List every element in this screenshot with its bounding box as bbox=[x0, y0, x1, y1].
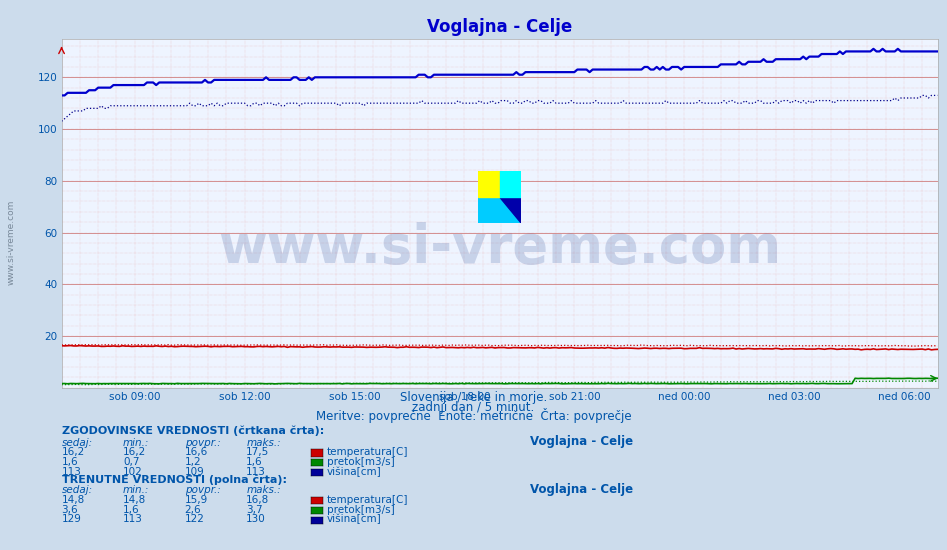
Text: 1,6: 1,6 bbox=[62, 456, 79, 467]
Text: 14,8: 14,8 bbox=[123, 494, 147, 505]
Text: 1,6: 1,6 bbox=[123, 504, 140, 515]
Text: temperatura[C]: temperatura[C] bbox=[327, 447, 408, 457]
Text: 3,6: 3,6 bbox=[62, 504, 79, 515]
Text: povpr.:: povpr.: bbox=[185, 485, 221, 496]
Text: 113: 113 bbox=[123, 514, 143, 525]
Text: 2,6: 2,6 bbox=[185, 504, 202, 515]
Text: 16,2: 16,2 bbox=[62, 447, 85, 457]
Text: 1,2: 1,2 bbox=[185, 456, 202, 467]
Text: višina[cm]: višina[cm] bbox=[327, 514, 382, 525]
Text: pretok[m3/s]: pretok[m3/s] bbox=[327, 504, 395, 515]
Text: zadnji dan / 5 minut.: zadnji dan / 5 minut. bbox=[412, 401, 535, 414]
Text: 16,2: 16,2 bbox=[123, 447, 147, 457]
Polygon shape bbox=[478, 170, 521, 223]
Text: 113: 113 bbox=[62, 466, 81, 477]
Text: 16,8: 16,8 bbox=[246, 494, 270, 505]
Text: temperatura[C]: temperatura[C] bbox=[327, 494, 408, 505]
Text: 122: 122 bbox=[185, 514, 205, 525]
Text: maks.:: maks.: bbox=[246, 485, 281, 496]
Text: www.si-vreme.com: www.si-vreme.com bbox=[7, 199, 16, 285]
Text: 3,7: 3,7 bbox=[246, 504, 263, 515]
Text: Meritve: povprečne  Enote: metrične  Črta: povprečje: Meritve: povprečne Enote: metrične Črta:… bbox=[315, 408, 632, 423]
Bar bbox=[500, 170, 521, 197]
Text: 113: 113 bbox=[246, 466, 266, 477]
Text: www.si-vreme.com: www.si-vreme.com bbox=[218, 222, 781, 274]
Text: 0,7: 0,7 bbox=[123, 456, 139, 467]
Text: 16,6: 16,6 bbox=[185, 447, 208, 457]
Text: sedaj:: sedaj: bbox=[62, 437, 93, 448]
Bar bbox=[478, 170, 500, 197]
Text: ZGODOVINSKE VREDNOSTI (črtkana črta):: ZGODOVINSKE VREDNOSTI (črtkana črta): bbox=[62, 426, 324, 437]
Text: sedaj:: sedaj: bbox=[62, 485, 93, 496]
Text: TRENUTNE VREDNOSTI (polna črta):: TRENUTNE VREDNOSTI (polna črta): bbox=[62, 475, 287, 485]
Text: Voglajna - Celje: Voglajna - Celje bbox=[530, 483, 634, 496]
Text: min.:: min.: bbox=[123, 437, 150, 448]
Text: 17,5: 17,5 bbox=[246, 447, 270, 457]
Text: 109: 109 bbox=[185, 466, 205, 477]
Text: 14,8: 14,8 bbox=[62, 494, 85, 505]
Title: Voglajna - Celje: Voglajna - Celje bbox=[427, 18, 572, 36]
Bar bbox=[500, 170, 521, 197]
Text: 102: 102 bbox=[123, 466, 143, 477]
Text: 130: 130 bbox=[246, 514, 266, 525]
Text: min.:: min.: bbox=[123, 485, 150, 496]
Text: višina[cm]: višina[cm] bbox=[327, 466, 382, 477]
Text: maks.:: maks.: bbox=[246, 437, 281, 448]
Text: 129: 129 bbox=[62, 514, 81, 525]
Text: 1,6: 1,6 bbox=[246, 456, 263, 467]
Polygon shape bbox=[478, 170, 521, 223]
Text: 15,9: 15,9 bbox=[185, 494, 208, 505]
Bar bbox=[478, 170, 500, 197]
Text: Slovenija / reke in morje.: Slovenija / reke in morje. bbox=[400, 392, 547, 404]
Text: povpr.:: povpr.: bbox=[185, 437, 221, 448]
Text: Voglajna - Celje: Voglajna - Celje bbox=[530, 436, 634, 448]
Text: pretok[m3/s]: pretok[m3/s] bbox=[327, 456, 395, 467]
